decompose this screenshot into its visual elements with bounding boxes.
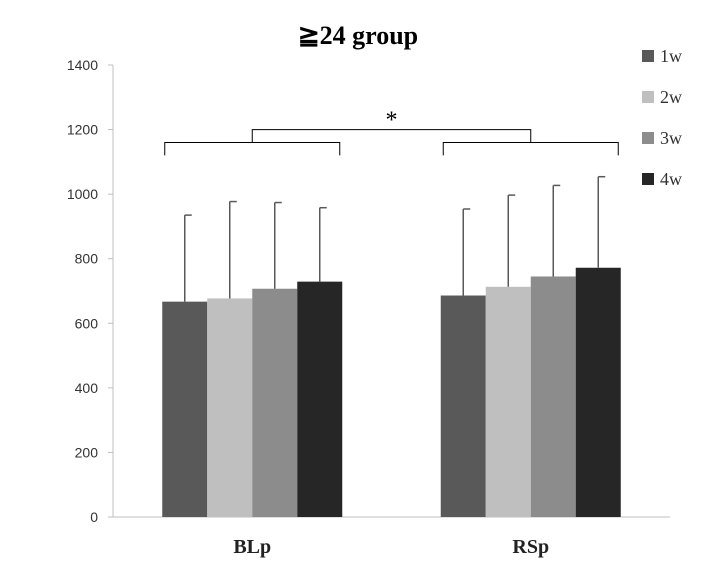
significance-marker: *	[386, 108, 398, 134]
legend-label: 4w	[660, 169, 682, 189]
group-bracket	[442, 141, 619, 156]
bar	[575, 267, 621, 517]
y-tick-label: 200	[75, 444, 99, 460]
significance-bracket: *	[164, 108, 619, 156]
y-tick-label: 1000	[67, 186, 98, 202]
legend-swatch	[642, 173, 654, 185]
bar	[440, 295, 486, 517]
bar	[530, 276, 576, 517]
category-label: BLp	[233, 536, 271, 558]
legend-label: 1w	[660, 46, 682, 66]
y-tick-label: 800	[75, 251, 99, 267]
y-tick-label: 600	[75, 315, 99, 331]
y-tick-label: 0	[90, 509, 98, 525]
bar	[162, 301, 208, 517]
y-tick-label: 1400	[67, 57, 98, 73]
y-tick-label: 1200	[67, 122, 98, 138]
bar	[297, 281, 343, 517]
y-tick-label: 400	[75, 380, 99, 396]
legend-item: 2w	[642, 87, 682, 107]
legend-swatch	[642, 91, 654, 103]
legend: 1w 2w 3w 4w	[642, 46, 682, 189]
legend-item: 4w	[642, 169, 682, 189]
bar	[207, 298, 253, 517]
category-label: RSp	[512, 536, 549, 558]
bar	[485, 286, 531, 517]
chart-title: ≧24 group	[298, 21, 418, 50]
x-axis: BLp RSp	[113, 516, 670, 558]
legend-swatch	[642, 132, 654, 144]
group-bracket	[164, 141, 341, 156]
legend-label: 2w	[660, 87, 682, 107]
bar	[252, 288, 298, 517]
legend-label: 3w	[660, 128, 682, 148]
legend-item: 3w	[642, 128, 682, 148]
comparison-bracket	[251, 129, 532, 143]
legend-item: 1w	[642, 46, 682, 66]
y-axis: 0 200 400 600 800 1000 1200 1400	[67, 57, 114, 525]
legend-swatch	[642, 50, 654, 62]
bars	[162, 175, 621, 517]
